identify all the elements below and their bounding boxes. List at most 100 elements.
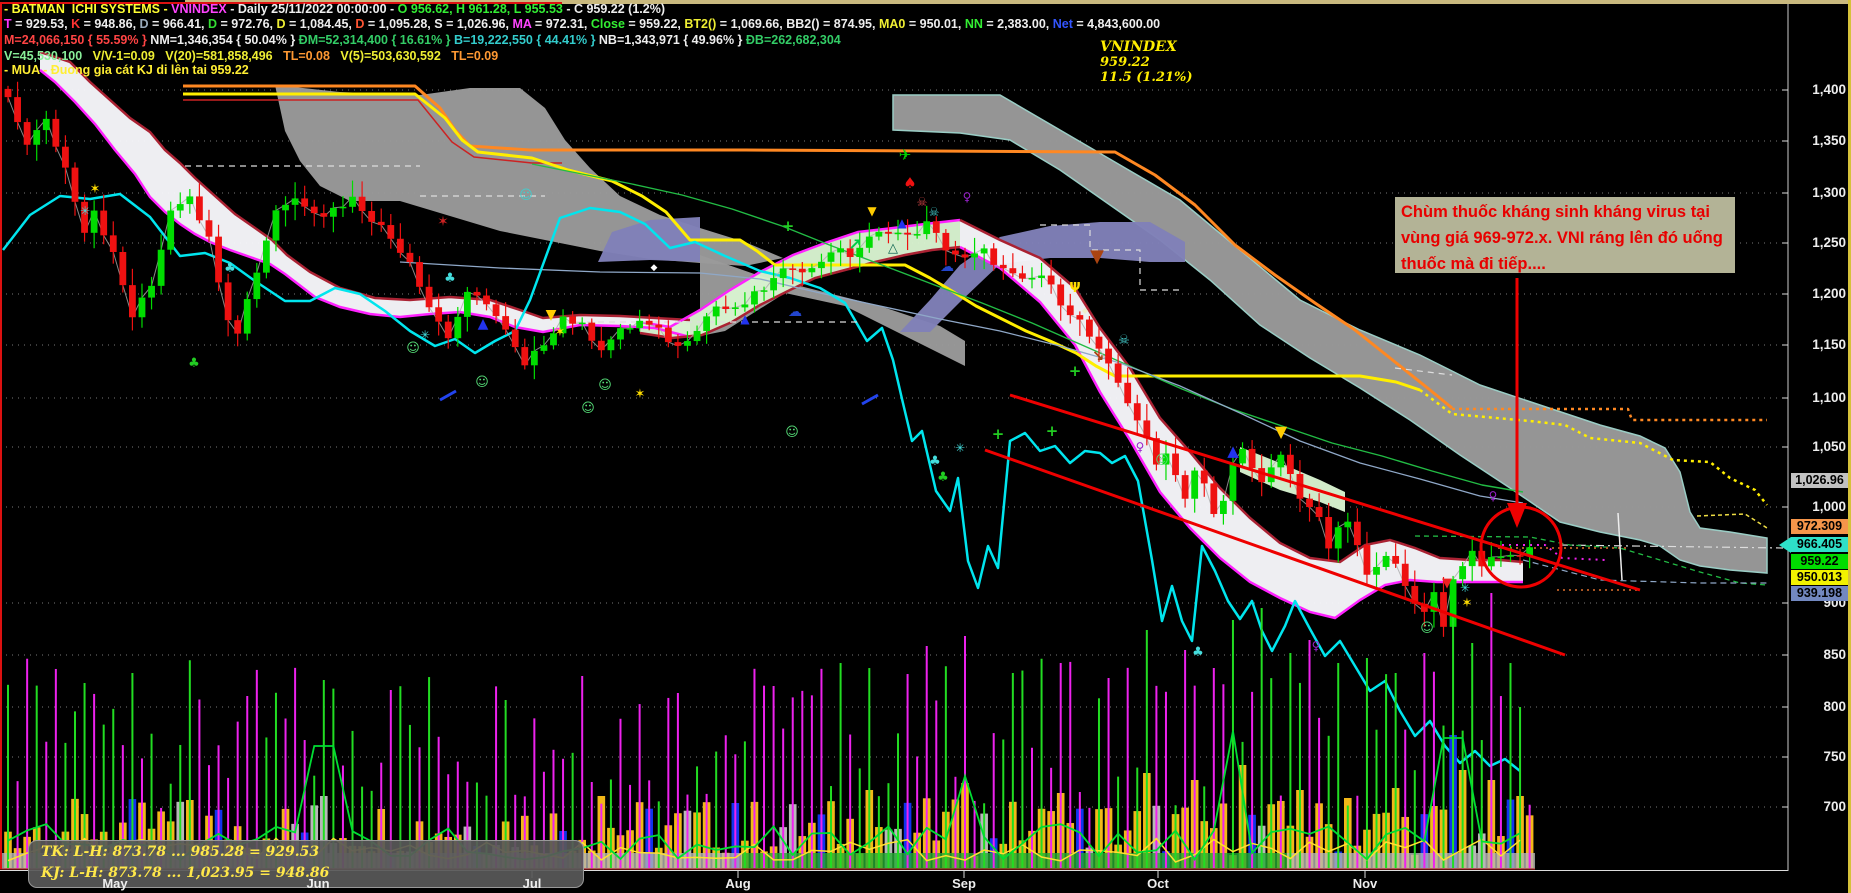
readout-segment: = 4,843,600.00 (1072, 17, 1161, 31)
volume-bar-thin (322, 680, 325, 868)
readout-segment: V(20)=581,858,496 (165, 49, 284, 63)
readout-segment: S (434, 17, 443, 31)
candle-body (167, 210, 175, 250)
candle-body (1105, 348, 1112, 364)
price-level-badge: 939.198 (1791, 586, 1848, 601)
price-level-badge: 959.22 (1791, 554, 1848, 569)
readout-segment: = 1,069.66, (716, 17, 787, 31)
annotation-note[interactable]: Chùm thuốc kháng sinh kháng virus tại vù… (1395, 197, 1735, 273)
candle-body (272, 210, 280, 241)
candle-body (138, 297, 146, 318)
candle-body (1325, 517, 1333, 549)
volume-bar-thin (1078, 792, 1081, 868)
readout-segment: = 966.41, (148, 17, 209, 31)
green-ma (531, 163, 1524, 493)
blue-pencil-2 (861, 393, 879, 406)
smiley-icon: ☺ (406, 341, 420, 356)
volume-bar-thin (466, 781, 469, 868)
readout-segment: - BATMAN ICHI SYSTEMS - (4, 2, 172, 16)
volume-bar-thin (562, 758, 565, 868)
female-icon: ♀ (963, 190, 972, 204)
candle-body (62, 146, 69, 168)
candle-body (971, 253, 978, 258)
month-axis-label: May (102, 876, 128, 891)
volume-bar-thin (523, 796, 526, 868)
price-axis-label: 800 (1823, 699, 1846, 714)
volume-bar-thin (112, 708, 115, 868)
proj-yellow-2 (1696, 513, 1768, 529)
club-icon: ♣ (444, 271, 456, 286)
volume-bar-thin (734, 754, 737, 868)
candle-body (23, 122, 31, 145)
candle-body (626, 328, 634, 330)
readout-segment: D (208, 17, 218, 31)
candle-body (243, 299, 251, 334)
volume-bar-thin (45, 741, 48, 868)
volume-bar-thin (600, 803, 603, 868)
candle-body (865, 236, 873, 248)
candle-body (492, 304, 500, 317)
volume-bar-thin (1471, 643, 1474, 868)
readout-segment: NM=1,346,354 { 50.04% } (150, 33, 299, 47)
volume-bar-thin (188, 660, 191, 868)
snowflake-icon: ✳ (1460, 581, 1470, 595)
volume-bar-thin (351, 730, 354, 868)
candle-body (1258, 468, 1266, 483)
candle-body (1420, 603, 1428, 612)
volume-bar-thin (332, 688, 335, 868)
volume-bar-thin (763, 685, 766, 868)
candle-body (645, 320, 653, 325)
volume-bar-thin (619, 718, 622, 868)
club-icon: ♣ (188, 356, 200, 371)
candle-body (90, 210, 98, 233)
star-icon: ✶ (90, 182, 101, 197)
volume-bar-thin (1375, 729, 1378, 868)
volume-bar-thin (1461, 730, 1464, 868)
volume-bar-thin (782, 728, 785, 868)
volume-band (1287, 853, 1535, 869)
candle-body (684, 341, 691, 346)
plus-icon: + (1046, 422, 1059, 440)
candle-body (502, 316, 510, 330)
candle-body (1392, 555, 1400, 564)
range-stats-tk: TK: L-H: 873.78 ... 985.28 = 929.53 (41, 844, 320, 860)
volume-bar-thin (609, 779, 612, 868)
volume-bar-thin (7, 684, 9, 868)
volume-bar-thin (1088, 807, 1091, 868)
candle-body (741, 304, 749, 308)
candle-body (607, 339, 615, 351)
volume-bar-thin (954, 776, 957, 868)
candle-body (856, 247, 864, 257)
readout-segment: H 961.28, (456, 2, 514, 16)
volume-bar-thin (303, 740, 306, 868)
candle-body (42, 118, 50, 131)
volume-bar-thin (552, 749, 555, 868)
readout-segment: K (71, 17, 81, 31)
volume-bar-thin (1452, 616, 1455, 868)
volume-bar-thin (724, 735, 727, 868)
candle-body (1373, 566, 1380, 575)
month-axis-label: Jun (306, 876, 330, 891)
volume-bar-thin (73, 711, 76, 868)
candle-body (530, 350, 538, 366)
volume-bar-thin (1212, 668, 1215, 868)
readout-segment: = 948.86, (80, 17, 140, 31)
cloud-icon: ☁ (788, 304, 802, 320)
readout-segment: L 955.53 (513, 2, 567, 16)
smiley-icon: ☺ (475, 375, 489, 390)
readout-segment: - MUA - Đuong gia cát KJ di lên tai 959.… (4, 63, 249, 77)
readout-segment: VNINDEX (171, 2, 227, 16)
volume-bar-thin (514, 794, 517, 868)
watermark-symbol: VNINDEX (1100, 39, 1177, 55)
volume-bar-thin (179, 744, 182, 868)
candle-body (224, 282, 232, 321)
title-readout-line: - BATMAN ICHI SYSTEMS - VNINDEX - Daily … (4, 2, 665, 16)
candle-body (119, 251, 127, 286)
candle-body (1057, 284, 1065, 306)
volume-bar-thin (801, 690, 804, 868)
range-stats-box: TK: L-H: 873.78 ... 985.28 = 929.53 KJ: … (28, 840, 584, 888)
readout-segment: - Daily 25/11/2022 00:00:00 - (226, 2, 398, 16)
readout-segment: TL=0.08 (283, 49, 341, 63)
candle-body (588, 322, 596, 341)
